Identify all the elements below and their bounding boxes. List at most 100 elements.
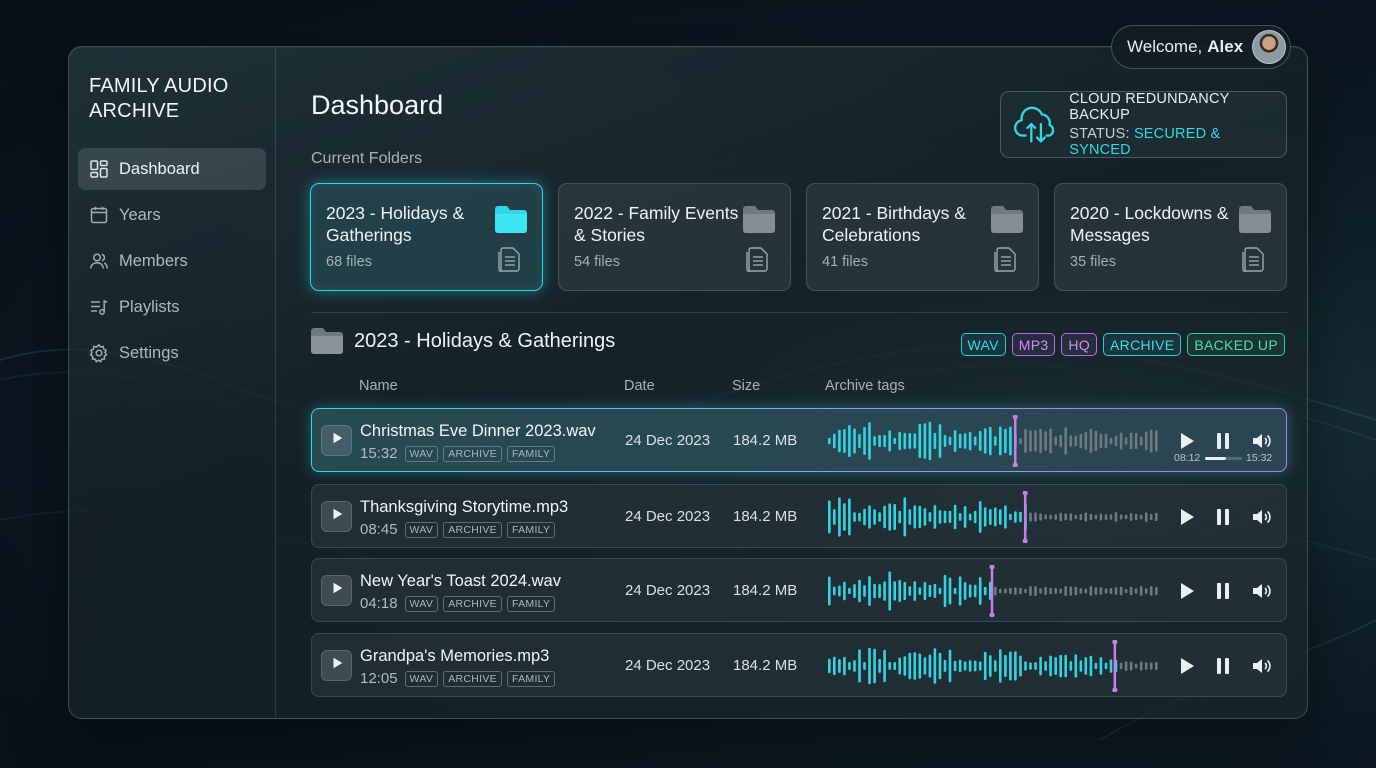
volume-button[interactable] <box>1250 430 1272 452</box>
sidebar-item-label: Members <box>119 251 188 270</box>
table-row[interactable]: Christmas Eve Dinner 2023.wav 15:32 WAV ARC… <box>311 408 1287 472</box>
waveform-bar <box>878 659 881 673</box>
folder-card-2023[interactable]: 2023 - Holidays & Gatherings 68 files <box>310 183 543 291</box>
waveform-bar <box>923 423 927 459</box>
calendar-icon <box>90 206 108 224</box>
document-icon <box>498 247 520 272</box>
play-icon <box>330 581 344 600</box>
sidebar-item-members[interactable]: Members <box>78 240 266 282</box>
waveform-bar <box>1099 513 1103 521</box>
file-date: 24 Dec 2023 <box>625 508 711 525</box>
folder-name: 2023 - Holidays & Gatherings <box>326 203 465 245</box>
volume-button[interactable] <box>1250 580 1272 602</box>
waveform-bar <box>868 647 871 685</box>
waveform[interactable] <box>826 565 1162 617</box>
tag-archive[interactable]: ARCHIVE <box>1103 333 1182 356</box>
pause-button[interactable] <box>1212 580 1234 602</box>
list-title: 2023 - Holidays & Gatherings <box>354 329 616 352</box>
waveform-bar <box>1139 514 1143 520</box>
table-row[interactable]: New Year's Toast 2024.wav 04:18 WAV ARCHIVE… <box>311 558 1287 622</box>
waveform-bar <box>883 649 886 683</box>
waveform-bar <box>1034 512 1037 522</box>
file-size: 184.2 MB <box>733 582 798 599</box>
waveform-bar <box>908 652 912 680</box>
volume-icon <box>1253 659 1271 673</box>
waveform-bar <box>1139 661 1143 671</box>
table-row[interactable]: Grandpa's Memories.mp3 12:05 WAV ARCHIVE FAM… <box>311 633 1287 697</box>
avatar[interactable] <box>1252 30 1286 64</box>
waveform-bar <box>978 577 982 605</box>
waveform-bar <box>933 505 937 529</box>
tag-wav[interactable]: WAV <box>960 333 1006 356</box>
waveform-bar <box>1079 660 1083 672</box>
waveform-bar <box>933 433 937 449</box>
row-play-button[interactable] <box>321 425 352 456</box>
folder-card-2021[interactable]: 2021 - Birthdays & Celebrations 41 files <box>806 183 1039 291</box>
volume-button[interactable] <box>1250 655 1272 677</box>
waveform-bar <box>923 508 927 526</box>
waveform-bar <box>928 421 932 461</box>
waveform-bar <box>928 584 932 597</box>
tag-hq[interactable]: HQ <box>1061 333 1098 356</box>
waveform[interactable] <box>826 491 1162 543</box>
sidebar: FAMILY AUDIO ARCHIVE Dashboard Years Mem… <box>69 47 276 718</box>
waveform-bar <box>1094 430 1098 452</box>
tag-mp3[interactable]: MP3 <box>1011 333 1056 356</box>
folder-card-2022[interactable]: 2022 - Family Events & Stories 54 files <box>558 183 791 291</box>
waveform-bar <box>1039 656 1042 676</box>
waveform-bar <box>958 513 962 521</box>
sidebar-item-years[interactable]: Years <box>78 194 266 236</box>
row-play-button[interactable] <box>321 575 352 606</box>
waveform-bar <box>913 581 917 601</box>
waveform-bar <box>1149 662 1153 670</box>
folder-card-2020[interactable]: 2020 - Lockdowns & Messages 35 files <box>1054 183 1287 291</box>
progress-bar[interactable] <box>1205 457 1242 460</box>
waveform-bar <box>1059 434 1062 448</box>
play-button[interactable] <box>1175 655 1197 677</box>
column-header-name[interactable]: Name <box>359 378 398 394</box>
waveform-bar <box>1099 657 1103 675</box>
waveform-bar <box>1104 588 1108 594</box>
file-tag: ARCHIVE <box>443 445 502 462</box>
waveform-bar <box>923 582 927 601</box>
waveform-bar <box>1014 587 1017 595</box>
waveform-bar <box>943 660 947 672</box>
file-size: 184.2 MB <box>733 508 798 525</box>
file-tag: WAV <box>404 445 439 462</box>
column-header-date[interactable]: Date <box>624 378 655 394</box>
cloud-backup-status[interactable]: CLOUD REDUNDANCY BACKUP STATUS: SECURED … <box>1000 91 1287 158</box>
waveform[interactable] <box>826 415 1162 467</box>
play-button[interactable] <box>1175 580 1197 602</box>
waveform-bar <box>838 497 841 537</box>
waveform-bar <box>1134 432 1138 450</box>
sidebar-item-label: Settings <box>119 343 179 362</box>
waveform-bar <box>888 503 891 531</box>
waveform-bar <box>1009 426 1012 456</box>
welcome-pill[interactable]: Welcome, Alex <box>1111 25 1291 69</box>
table-row[interactable]: Thanksgiving Storytime.mp3 08:45 WAV ARCHIV… <box>311 484 1287 548</box>
waveform-bar <box>1134 663 1138 669</box>
volume-button[interactable] <box>1250 506 1272 528</box>
waveform-bar <box>1029 430 1032 452</box>
pause-button[interactable] <box>1212 430 1234 452</box>
waveform-bar <box>1094 514 1098 520</box>
row-play-button[interactable] <box>321 501 352 532</box>
tag-backed-up[interactable]: BACKED UP <box>1187 333 1285 356</box>
waveform-bar <box>948 510 952 523</box>
column-header-size[interactable]: Size <box>732 378 761 394</box>
waveform-bar <box>1049 428 1052 454</box>
page-title: Dashboard <box>311 90 444 120</box>
play-button[interactable] <box>1175 430 1197 452</box>
waveform-bar <box>853 660 856 672</box>
pause-button[interactable] <box>1212 506 1234 528</box>
waveform-bar <box>828 576 831 606</box>
sidebar-item-dashboard[interactable]: Dashboard <box>78 148 266 190</box>
waveform[interactable] <box>826 640 1162 692</box>
waveform-bar <box>843 503 846 531</box>
sidebar-item-settings[interactable]: Settings <box>78 332 266 374</box>
waveform-bar <box>878 435 881 448</box>
row-play-button[interactable] <box>321 650 352 681</box>
play-button[interactable] <box>1175 506 1197 528</box>
sidebar-item-playlists[interactable]: Playlists <box>78 286 266 328</box>
pause-button[interactable] <box>1212 655 1234 677</box>
